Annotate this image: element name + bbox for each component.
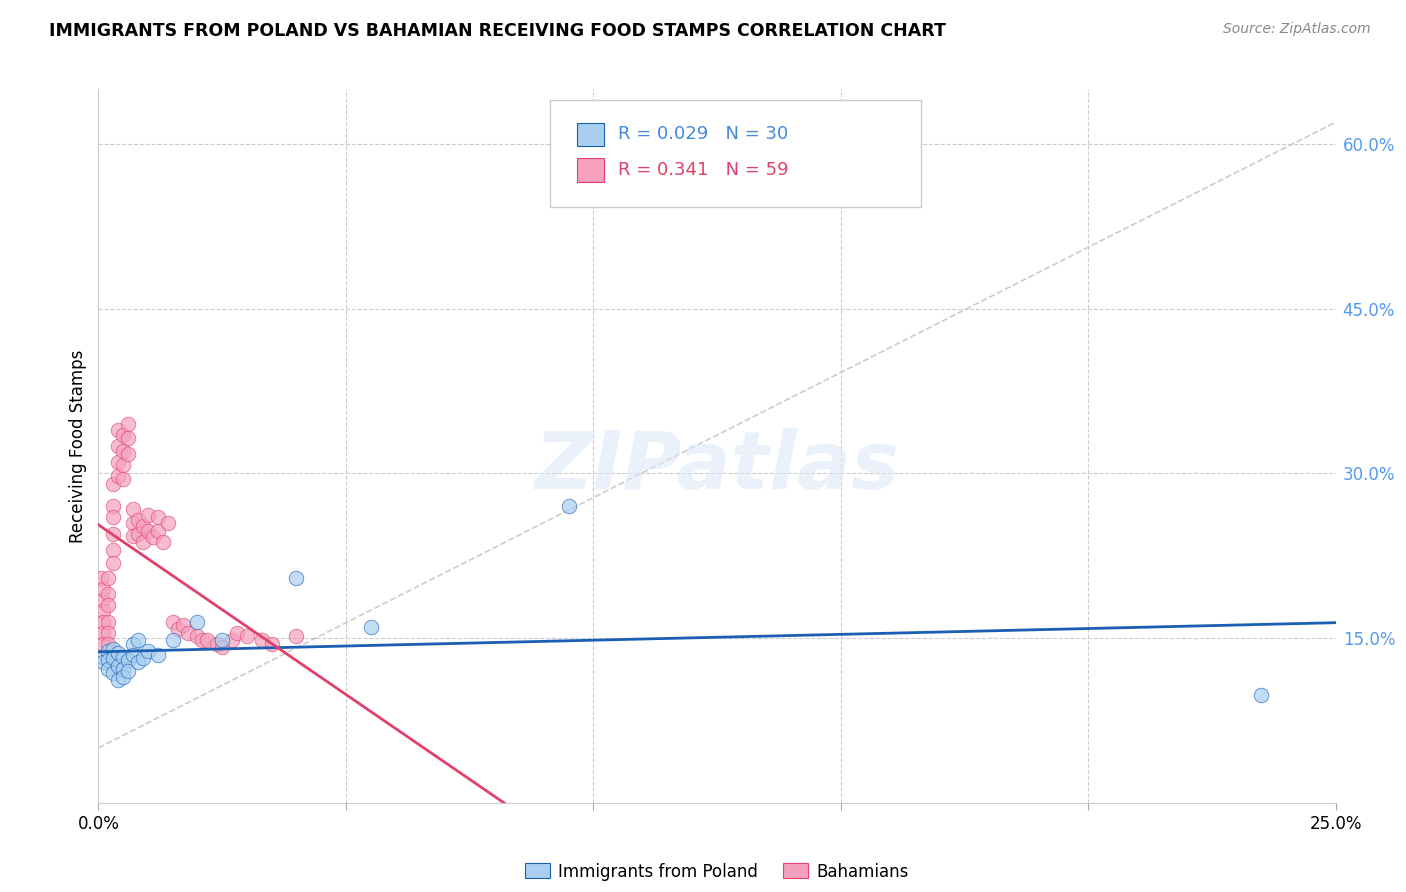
- FancyBboxPatch shape: [550, 100, 921, 207]
- Point: [112, 669, 135, 683]
- Point: [90, 571, 112, 585]
- Point: [122, 648, 145, 662]
- Point: [103, 557, 125, 571]
- Point: [103, 477, 125, 491]
- Point: [132, 651, 155, 665]
- Point: [360, 620, 382, 634]
- Point: [191, 633, 214, 648]
- Point: [97, 598, 120, 612]
- Point: [146, 524, 169, 538]
- Point: [93, 637, 115, 651]
- Point: [226, 625, 249, 640]
- Point: [97, 615, 120, 629]
- Point: [103, 526, 125, 541]
- Text: Source: ZipAtlas.com: Source: ZipAtlas.com: [1223, 22, 1371, 37]
- Point: [93, 655, 115, 669]
- Point: [103, 510, 125, 524]
- Point: [146, 510, 169, 524]
- Point: [166, 623, 188, 637]
- Point: [122, 637, 145, 651]
- Text: IMMIGRANTS FROM POLAND VS BAHAMIAN RECEIVING FOOD STAMPS CORRELATION CHART: IMMIGRANTS FROM POLAND VS BAHAMIAN RECEI…: [49, 22, 946, 40]
- Point: [97, 644, 120, 658]
- Point: [211, 633, 233, 648]
- Point: [93, 649, 115, 664]
- Point: [93, 582, 115, 596]
- Point: [156, 516, 179, 530]
- Point: [117, 664, 139, 678]
- Point: [557, 500, 579, 514]
- Point: [132, 519, 155, 533]
- Point: [285, 629, 308, 643]
- Point: [186, 629, 208, 643]
- Point: [103, 651, 125, 665]
- Point: [136, 508, 159, 523]
- Point: [211, 640, 233, 654]
- Point: [117, 447, 139, 461]
- Point: [97, 662, 120, 676]
- Point: [112, 662, 135, 676]
- Point: [107, 439, 129, 453]
- Point: [112, 458, 135, 472]
- Point: [136, 644, 159, 658]
- Point: [260, 637, 283, 651]
- Point: [97, 625, 120, 640]
- Point: [172, 618, 194, 632]
- Point: [136, 524, 159, 538]
- FancyBboxPatch shape: [578, 159, 605, 182]
- Point: [107, 647, 129, 661]
- Point: [132, 534, 155, 549]
- Point: [122, 529, 145, 543]
- Point: [127, 512, 149, 526]
- Point: [93, 615, 115, 629]
- Point: [112, 649, 135, 664]
- Point: [112, 428, 135, 442]
- Point: [93, 625, 115, 640]
- Point: [103, 642, 125, 657]
- Point: [103, 500, 125, 514]
- Point: [103, 543, 125, 558]
- Point: [97, 571, 120, 585]
- Point: [176, 625, 198, 640]
- Point: [117, 653, 139, 667]
- Point: [117, 431, 139, 445]
- Point: [285, 571, 308, 585]
- Point: [107, 673, 129, 687]
- Point: [97, 637, 120, 651]
- Point: [1250, 688, 1272, 702]
- Point: [107, 455, 129, 469]
- Point: [93, 604, 115, 618]
- Point: [112, 472, 135, 486]
- Point: [186, 615, 208, 629]
- Point: [195, 633, 218, 648]
- Point: [97, 653, 120, 667]
- Text: R = 0.029   N = 30: R = 0.029 N = 30: [619, 125, 789, 143]
- FancyBboxPatch shape: [578, 123, 605, 146]
- Point: [142, 530, 165, 544]
- Point: [107, 658, 129, 673]
- Y-axis label: Receiving Food Stamps: Receiving Food Stamps: [69, 350, 87, 542]
- Point: [107, 423, 129, 437]
- Point: [103, 666, 125, 681]
- Point: [112, 444, 135, 458]
- Point: [236, 629, 259, 643]
- Point: [107, 468, 129, 483]
- Point: [127, 655, 149, 669]
- Point: [162, 633, 184, 648]
- Point: [90, 592, 112, 607]
- Point: [205, 637, 228, 651]
- Legend: Immigrants from Poland, Bahamians: Immigrants from Poland, Bahamians: [519, 856, 915, 888]
- Point: [127, 633, 149, 648]
- Point: [122, 501, 145, 516]
- Point: [250, 633, 273, 648]
- Point: [122, 516, 145, 530]
- Text: R = 0.341   N = 59: R = 0.341 N = 59: [619, 161, 789, 178]
- Point: [127, 526, 149, 541]
- Point: [117, 417, 139, 431]
- Point: [97, 587, 120, 601]
- Point: [221, 633, 243, 648]
- Point: [162, 615, 184, 629]
- Point: [146, 648, 169, 662]
- Point: [152, 534, 174, 549]
- Text: ZIPatlas: ZIPatlas: [534, 428, 900, 507]
